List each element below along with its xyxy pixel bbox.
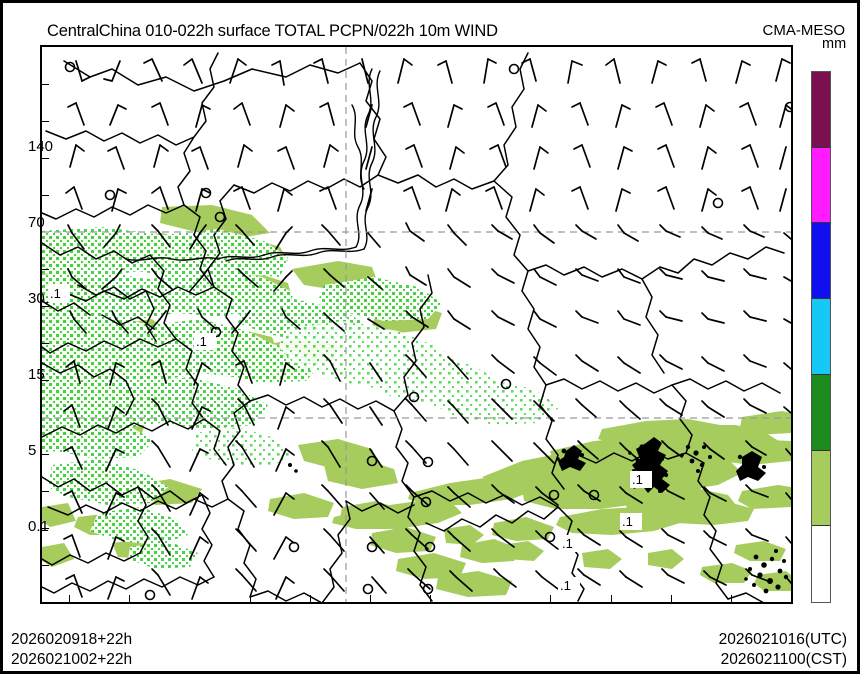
axis-minor-tick-lat xyxy=(42,565,49,566)
colorbar-band-0.1-5 xyxy=(812,450,830,527)
footer-init-cst: 2026021002+22h xyxy=(11,651,133,668)
footer-valid-utc: 2026021016(UTC) xyxy=(718,631,847,648)
axis-minor-tick-lon xyxy=(610,595,612,602)
colorbar-band-30-70 xyxy=(812,223,830,300)
axis-minor-tick-lat xyxy=(42,380,49,381)
precipitation-colorbar[interactable] xyxy=(811,71,831,603)
svg-text:.1: .1 xyxy=(562,536,573,551)
axis-minor-tick-lon xyxy=(430,595,432,602)
axis-tick-lon-100 xyxy=(212,602,214,604)
axis-minor-tick-lon xyxy=(249,595,251,602)
colorbar-unit-label: mm xyxy=(822,36,847,52)
colorbar-band-70-140 xyxy=(812,147,830,224)
axis-minor-tick-lon xyxy=(69,595,71,602)
colorbar-band-above-140 xyxy=(812,72,830,148)
axis-minor-tick-lat xyxy=(42,528,49,529)
map-plot-area[interactable]: .1 .1 .1 .1 xyxy=(40,45,793,604)
svg-text:.1: .1 xyxy=(196,334,207,349)
map-canvas: .1 .1 .1 .1 xyxy=(42,47,791,602)
province-boundaries xyxy=(42,52,785,602)
axis-minor-tick-lat xyxy=(42,491,49,492)
page-title: CentralChina 010-022h surface TOTAL PCPN… xyxy=(47,22,498,40)
gridlines xyxy=(42,47,791,602)
contour-label-01-west: .1 xyxy=(48,285,70,302)
colorbar-band-5-15 xyxy=(812,374,830,451)
colorbar-tick-140: 140 xyxy=(28,138,54,156)
contour-labels: .1 .1 .1 .1 xyxy=(48,285,652,594)
contour-label-01-se-d: .1 xyxy=(558,577,580,594)
contour-label-01-se-c: .1 xyxy=(560,535,582,552)
contour-label-01-east-a: .1 xyxy=(194,333,216,350)
axis-minor-tick-lon xyxy=(129,595,131,602)
calm-wind-circles xyxy=(64,61,791,601)
axis-tick-lat-25 xyxy=(40,602,42,604)
axis-minor-tick-lon xyxy=(670,595,672,602)
colorbar-tick-15: 15 xyxy=(28,366,45,384)
svg-text:.1: .1 xyxy=(560,578,571,593)
axis-tick-lat-40 xyxy=(40,47,42,49)
colorbar-tick-70: 70 xyxy=(28,214,45,232)
axis-minor-tick-lon xyxy=(730,595,732,602)
axis-tick-lon-110 xyxy=(504,602,506,604)
axis-minor-tick-lat xyxy=(42,84,49,85)
axis-tick-lat-35 xyxy=(40,232,42,234)
axis-tick-lat-30 xyxy=(40,418,42,420)
contour-label-01-se-b: .1 xyxy=(620,513,642,530)
colorbar-tick-0.1: 0.1 xyxy=(28,518,49,536)
svg-text:.1: .1 xyxy=(622,514,633,529)
axis-minor-tick-lat xyxy=(42,195,49,196)
river-lines xyxy=(125,68,381,262)
axis-minor-tick-lat xyxy=(42,269,49,270)
precip-stipple-scattered xyxy=(192,321,560,467)
footer-init-utc: 2026020918+22h xyxy=(11,631,133,648)
colorbar-tick-5: 5 xyxy=(28,442,37,460)
precip-stipple-light xyxy=(42,227,442,569)
colorbar-band-15-30 xyxy=(812,299,830,375)
map-graphics: .1 .1 .1 .1 xyxy=(42,47,791,602)
svg-text:.1: .1 xyxy=(632,472,643,487)
colorbar-tick-30: 30 xyxy=(28,290,45,308)
colorbar-band-below-0.1 xyxy=(812,526,830,602)
footer: 2026020918+22h 2026021002+22h 2026021016… xyxy=(3,631,857,671)
model-label: CMA-MESO xyxy=(762,22,846,39)
axis-minor-tick-lat xyxy=(42,158,49,159)
axis-minor-tick-lat xyxy=(42,121,49,122)
axis-minor-tick-lat xyxy=(42,343,49,344)
axis-minor-tick-lon xyxy=(369,595,371,602)
svg-text:.1: .1 xyxy=(50,286,61,301)
contour-label-01-se-a: .1 xyxy=(630,471,652,488)
footer-valid-cst: 2026021100(CST) xyxy=(720,651,847,668)
axis-minor-tick-lat xyxy=(42,454,49,455)
wind-barbs xyxy=(63,58,791,600)
axis-minor-tick-lat xyxy=(42,306,49,307)
axis-minor-tick-lon xyxy=(309,595,311,602)
axis-minor-tick-lon xyxy=(550,595,552,602)
